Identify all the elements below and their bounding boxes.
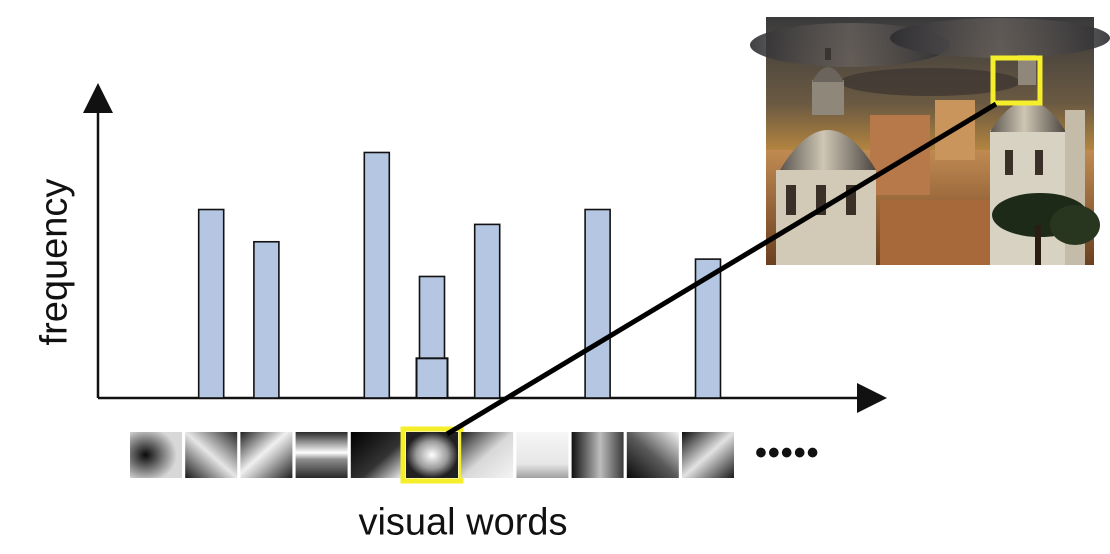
histogram-bars <box>197 151 722 400</box>
visual-word-patch-11 <box>682 432 734 478</box>
visual-word-patch-4 <box>295 432 348 478</box>
histogram-bar-5 <box>473 223 501 399</box>
visual-word-patch-7 <box>461 432 514 478</box>
photo-patch-highlight <box>990 55 1043 106</box>
city-photo <box>750 17 1110 265</box>
trees <box>992 193 1100 265</box>
visual-word-highlight <box>400 426 464 484</box>
histogram-bar-increment <box>415 357 449 400</box>
histogram-bar-3 <box>363 151 391 399</box>
histogram-bar-2 <box>253 240 280 399</box>
visual-word-patch-2 <box>185 432 238 478</box>
visual-word-patch-9 <box>571 432 624 478</box>
connector-line <box>445 101 998 437</box>
visual-word-patch-3 <box>240 432 293 478</box>
visual-word-patch-5 <box>350 432 403 478</box>
more-indicator: ••••• <box>755 434 820 472</box>
visual-word-patch-8 <box>516 432 569 478</box>
visual-word-patch-6 <box>406 432 458 478</box>
histogram-bar-6 <box>584 208 611 399</box>
visual-words-strip <box>130 426 734 484</box>
visual-word-patch-1 <box>130 432 182 478</box>
visual-word-patch-10 <box>626 432 679 478</box>
y-axis-label: frequency <box>33 178 76 346</box>
left-dome <box>776 48 876 265</box>
histogram-bar-1 <box>197 208 225 399</box>
x-axis-label: visual words <box>358 501 568 544</box>
